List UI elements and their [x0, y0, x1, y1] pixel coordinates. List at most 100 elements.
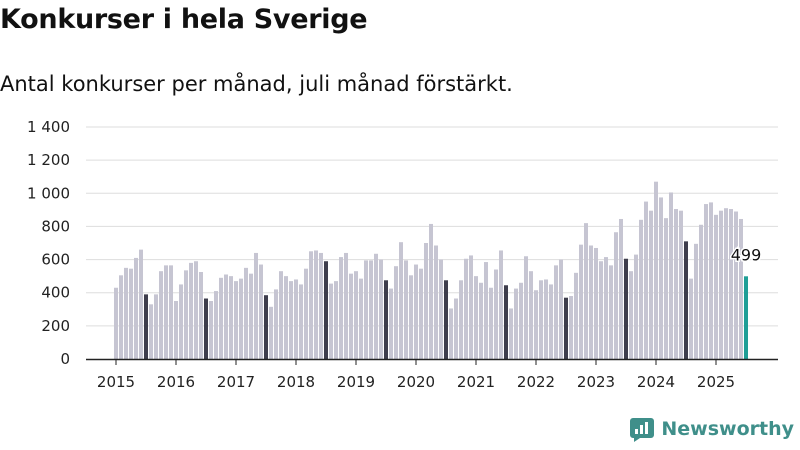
bar [574, 272, 578, 359]
bar [199, 272, 203, 359]
bar [364, 260, 368, 359]
bar [554, 265, 558, 359]
bar [229, 276, 233, 359]
bar [504, 285, 508, 359]
bar [729, 209, 733, 359]
bar [214, 291, 218, 359]
data-labels: 499 [729, 244, 763, 266]
bar [714, 214, 718, 359]
bar [709, 202, 713, 359]
bar [444, 280, 448, 359]
bar [659, 197, 663, 359]
bar [654, 181, 658, 359]
bar [259, 264, 263, 359]
bar [239, 278, 243, 359]
bar [539, 280, 543, 359]
bar [664, 218, 668, 359]
bar [274, 289, 278, 359]
bar [204, 298, 208, 359]
y-axis-ticks: 0 200 400 600 800 1 000 1 200 1 400 [27, 118, 70, 368]
x-axis-ticks: 2015 2016 2017 2018 2019 2020 2021 2022 2023 2024… [97, 359, 735, 391]
y-tick-label: 800 [41, 217, 70, 235]
bar [689, 278, 693, 359]
x-tick-label: 2017 [217, 373, 255, 391]
bar [494, 269, 498, 359]
bar [679, 210, 683, 359]
bar [629, 271, 633, 359]
bar [564, 297, 568, 359]
bar [699, 224, 703, 359]
bar [499, 250, 503, 359]
bar [284, 276, 288, 359]
bar [369, 260, 373, 359]
x-tick-label: 2023 [577, 373, 615, 391]
bar [164, 265, 168, 359]
bar [304, 268, 308, 359]
bar [404, 260, 408, 359]
bar [344, 252, 348, 359]
bar [314, 250, 318, 359]
newsworthy-logo: Newsworthy [629, 416, 794, 442]
bar [329, 283, 333, 359]
bar [144, 294, 148, 359]
bar [599, 261, 603, 359]
bar [744, 276, 748, 359]
bar [129, 268, 133, 359]
bar [249, 273, 253, 359]
x-tick-label: 2024 [637, 373, 675, 391]
bar [114, 287, 118, 359]
bar [349, 273, 353, 359]
bar [569, 296, 573, 359]
bar [719, 210, 723, 359]
bar [119, 275, 123, 359]
bar [634, 254, 638, 359]
bar [379, 259, 383, 359]
bar [459, 280, 463, 359]
bar [279, 271, 283, 359]
x-tick-label: 2018 [277, 373, 315, 391]
bar [414, 264, 418, 359]
newsworthy-logo-icon [630, 418, 655, 442]
bar [419, 268, 423, 359]
bar [429, 223, 433, 359]
bar [509, 308, 513, 359]
bar [309, 251, 313, 359]
bar [154, 294, 158, 359]
bar [644, 201, 648, 359]
bar [139, 249, 143, 359]
bar [194, 261, 198, 359]
x-tick-label: 2020 [397, 373, 435, 391]
x-tick-label: 2019 [337, 373, 375, 391]
y-tick-label: 200 [41, 317, 70, 335]
bar [354, 271, 358, 359]
bar [619, 218, 623, 359]
bar [514, 288, 518, 359]
y-tick-label: 1 000 [27, 184, 70, 202]
bar [584, 223, 588, 359]
bar [269, 306, 273, 359]
bar [674, 209, 678, 359]
bar [394, 266, 398, 359]
bar [464, 258, 468, 359]
bar [469, 255, 473, 359]
bar [649, 210, 653, 359]
bar [544, 279, 548, 359]
bar [169, 265, 173, 359]
y-tick-label: 400 [41, 284, 70, 302]
y-tick-label: 600 [41, 251, 70, 269]
brand-name: Newsworthy [661, 418, 794, 440]
bars [114, 181, 748, 359]
bar [334, 281, 338, 359]
bar [294, 279, 298, 359]
bar [384, 280, 388, 359]
bar [299, 284, 303, 359]
bar [264, 295, 268, 359]
bar [704, 204, 708, 359]
bar [724, 208, 728, 359]
bar [434, 245, 438, 359]
bar [149, 304, 153, 359]
bar [474, 276, 478, 359]
bar [549, 284, 553, 359]
bar [424, 243, 428, 359]
bar [289, 281, 293, 359]
